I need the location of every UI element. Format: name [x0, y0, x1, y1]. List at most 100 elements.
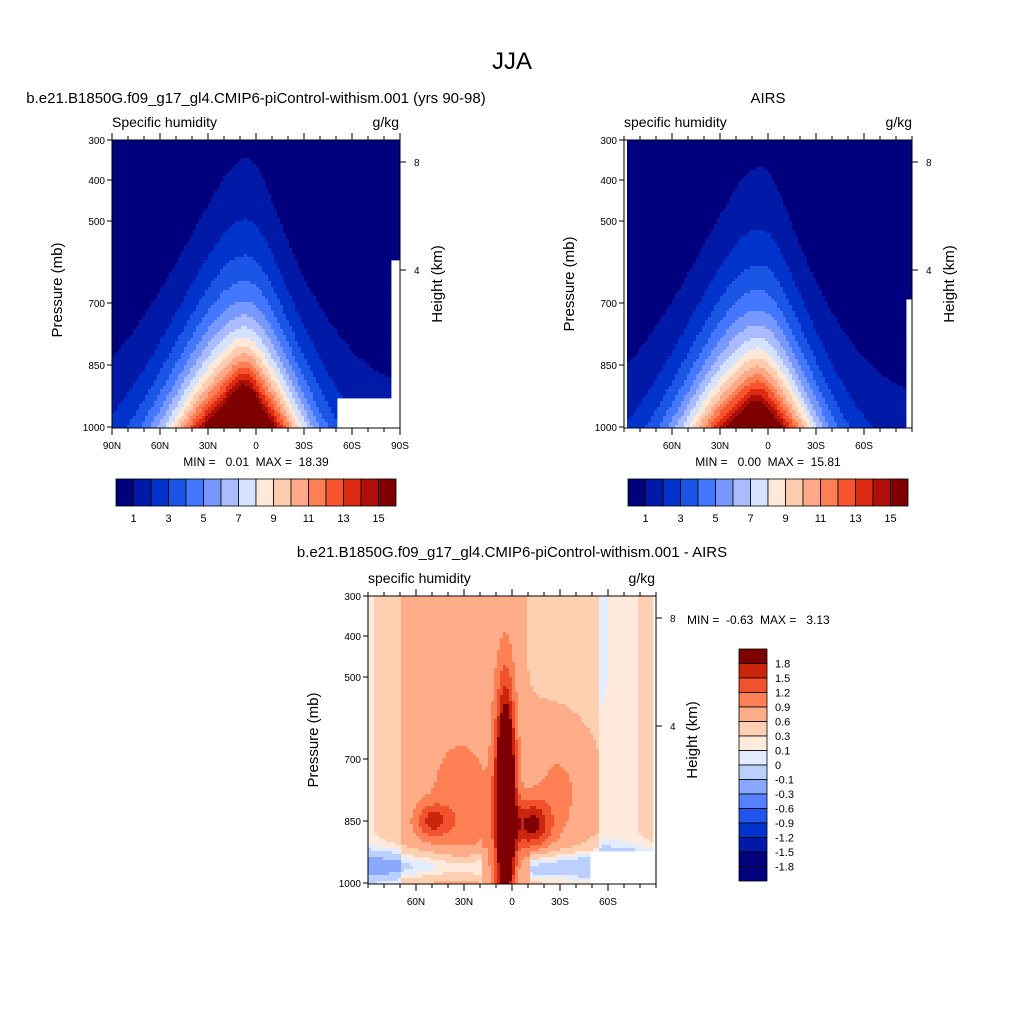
- contour-cell: [112, 254, 182, 258]
- contour-cell: [669, 422, 679, 426]
- contour-cell: [813, 404, 820, 408]
- contour-cell: [196, 410, 203, 414]
- contour-cell: [801, 248, 912, 252]
- contour-cell: [196, 344, 209, 348]
- contour-cell: [494, 686, 501, 690]
- contour-cell: [849, 422, 871, 426]
- contour-cell: [386, 839, 402, 843]
- contour-cell: [627, 206, 727, 210]
- contour-cell: [545, 818, 555, 822]
- contour-cell: [527, 659, 600, 663]
- contour-cell: [238, 362, 251, 366]
- contour-cell: [828, 383, 844, 387]
- contour-cell: [112, 203, 209, 207]
- contour-cell: [401, 869, 405, 873]
- contour-cell: [292, 350, 302, 354]
- contour-cell: [702, 401, 712, 405]
- contour-cell: [368, 707, 375, 711]
- contour-cell: [497, 815, 516, 819]
- contour-cell: [193, 389, 200, 393]
- contour-cell: [681, 386, 691, 390]
- contour-cell: [810, 410, 817, 414]
- contour-cell: [807, 380, 817, 384]
- contour-cell: [154, 299, 185, 303]
- contour-cell: [295, 338, 311, 342]
- contour-cell: [717, 344, 730, 348]
- contour-cell: [298, 260, 392, 264]
- contour-cell: [271, 353, 278, 357]
- contour-cell: [500, 713, 510, 717]
- contour-cell: [377, 881, 402, 884]
- contour-cell: [849, 425, 874, 428]
- contour-cell: [184, 365, 194, 369]
- contour-cell: [557, 857, 579, 861]
- contour-cell: [368, 782, 375, 786]
- contour-cell: [627, 392, 649, 396]
- contour-cell: [599, 794, 639, 798]
- contour-cell: [112, 401, 122, 405]
- contour-cell: [720, 353, 733, 357]
- contour-cell: [738, 242, 778, 246]
- contour-cell: [133, 332, 167, 336]
- contour-cell: [142, 422, 152, 426]
- contour-cell: [642, 398, 664, 402]
- contour-cell: [530, 875, 579, 879]
- contour-cell: [416, 872, 444, 876]
- contour-cell: [711, 398, 721, 402]
- contour-cell: [295, 398, 302, 402]
- contour-cell: [804, 299, 826, 303]
- contour-cell: [220, 371, 230, 375]
- contour-cell: [774, 407, 778, 411]
- contour-cell: [599, 659, 609, 663]
- contour-cell: [545, 776, 570, 780]
- contour-cell: [374, 650, 402, 654]
- contour-cell: [699, 254, 730, 258]
- contour-cell: [711, 365, 721, 369]
- contour-cell: [699, 407, 706, 411]
- contour-cell: [503, 665, 507, 669]
- contour-cell: [368, 689, 375, 693]
- contour-cell: [627, 221, 718, 225]
- contour-cell: [500, 683, 513, 687]
- contour-cell: [687, 404, 697, 408]
- contour-cell: [401, 848, 420, 852]
- contour-cell: [379, 371, 392, 375]
- contour-cell: [401, 800, 420, 804]
- contour-cell: [355, 353, 392, 357]
- contour-cell: [337, 329, 392, 333]
- contour-cell: [699, 419, 703, 423]
- contour-cell: [756, 365, 760, 369]
- contour-cell: [151, 425, 158, 428]
- contour-cell: [789, 383, 796, 387]
- contour-cell: [226, 323, 260, 327]
- contour-cell: [750, 395, 763, 399]
- contour-cell: [374, 788, 402, 792]
- contour-cell: [705, 290, 727, 294]
- contour-cell: [491, 788, 495, 792]
- colorbar-label: 9: [270, 513, 276, 525]
- contour-cell: [226, 308, 260, 312]
- contour-cell: [726, 404, 736, 408]
- contour-cell: [401, 761, 444, 765]
- contour-cell: [283, 422, 290, 426]
- contour-cell: [368, 725, 375, 729]
- contour-cell: [205, 404, 212, 408]
- contour-cell: [747, 377, 766, 381]
- contour-cell: [720, 296, 742, 300]
- contour-cell: [112, 215, 203, 219]
- contour-cell: [401, 617, 528, 621]
- contour-cell: [762, 374, 772, 378]
- contour-cell: [512, 647, 528, 651]
- contour-cell: [572, 794, 600, 798]
- contour-cell: [374, 767, 402, 771]
- contour-cell: [627, 146, 912, 150]
- contour-cell: [638, 809, 654, 813]
- contour-cell: [184, 425, 191, 428]
- contour-cell: [199, 398, 206, 402]
- contour-cell: [780, 410, 787, 414]
- contour-cell: [368, 797, 375, 801]
- contour-cell: [280, 413, 284, 417]
- contour-cell: [196, 359, 206, 363]
- contour-cell: [723, 383, 733, 387]
- contour-cell: [843, 413, 865, 417]
